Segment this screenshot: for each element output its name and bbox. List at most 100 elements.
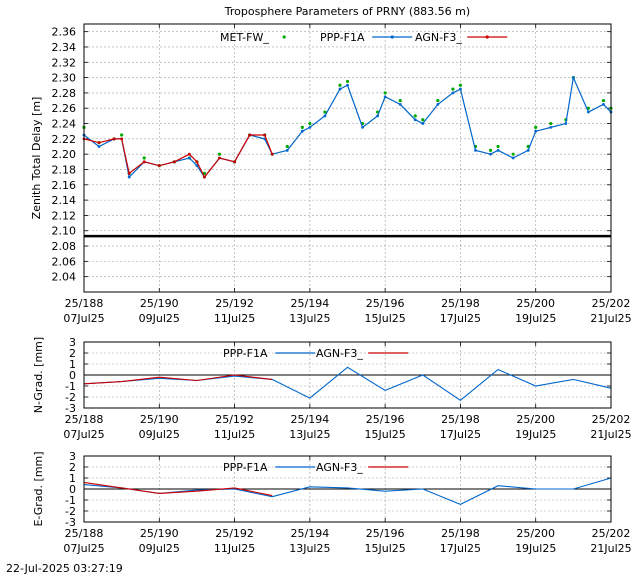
- data-point: [601, 98, 606, 103]
- x-tick-label: 25/198: [441, 527, 480, 540]
- x-tick-date-label: 21Jul25: [590, 312, 631, 325]
- x-tick-label: 25/188: [65, 297, 104, 310]
- legend-label: AGN-F3_: [316, 461, 363, 474]
- data-point: [602, 103, 605, 106]
- y-tick-label: -2: [65, 505, 76, 518]
- x-tick-date-label: 13Jul25: [289, 312, 330, 325]
- x-tick-date-label: 11Jul25: [214, 312, 255, 325]
- y-axis-label: Zenith Total Delay [m]: [30, 97, 43, 220]
- y-tick-label: -3: [65, 402, 76, 415]
- data-point: [127, 171, 131, 175]
- data-point: [308, 121, 312, 126]
- data-point: [217, 152, 222, 156]
- data-point: [549, 121, 553, 126]
- data-point: [300, 129, 304, 133]
- x-tick-label: 25/196: [366, 413, 405, 426]
- data-point: [218, 156, 221, 160]
- x-tick-date-label: 19Jul25: [515, 312, 556, 325]
- data-point: [459, 87, 462, 91]
- y-tick-label: 2.06: [52, 255, 77, 268]
- data-point: [564, 122, 568, 125]
- y-tick-label: 2.36: [52, 26, 77, 39]
- x-tick-label: 25/198: [441, 297, 480, 310]
- generated-timestamp: 22-Jul-2025 03:27:19: [6, 562, 123, 575]
- y-tick-label: 0: [69, 483, 76, 496]
- x-tick-date-label: 07Jul25: [63, 312, 104, 325]
- data-point: [142, 156, 146, 160]
- x-tick-label: 25/200: [516, 413, 555, 426]
- x-tick-label: 25/190: [140, 297, 179, 310]
- data-point: [157, 164, 161, 168]
- x-tick-date-label: 13Jul25: [289, 542, 330, 555]
- x-tick-label: 25/188: [65, 413, 104, 426]
- x-tick-date-label: 09Jul25: [139, 312, 180, 325]
- data-point: [383, 91, 387, 95]
- data-point: [120, 133, 124, 137]
- x-tick-label: 25/190: [140, 527, 179, 540]
- data-point: [188, 156, 191, 160]
- data-point: [285, 148, 289, 152]
- x-tick-date-label: 21Jul25: [590, 428, 631, 441]
- legend-label: MET-FW_: [220, 31, 269, 44]
- x-tick-date-label: 11Jul25: [214, 542, 255, 555]
- data-point: [436, 98, 440, 103]
- y-tick-label: 2.08: [52, 240, 77, 253]
- y-tick-label: 2.32: [52, 56, 77, 69]
- legend-swatch: [282, 35, 286, 39]
- data-point: [308, 125, 312, 129]
- data-point: [233, 160, 236, 164]
- y-axis-label: N-Grad. [mm]: [32, 337, 45, 413]
- data-point: [451, 91, 455, 95]
- y-tick-label: 2.28: [52, 87, 77, 100]
- y-tick-label: 2.04: [52, 271, 77, 284]
- data-point: [97, 141, 101, 145]
- x-tick-date-label: 17Jul25: [440, 312, 481, 325]
- data-point: [511, 156, 515, 160]
- series-line-agnf3: [83, 481, 273, 497]
- legend-label: PPP-F1A: [223, 347, 268, 360]
- legend-swatch-marker: [390, 35, 394, 39]
- series-line-agnf3: [83, 374, 273, 385]
- y-tick-label: 2.22: [52, 133, 77, 146]
- data-point: [496, 144, 500, 149]
- plot-frame: [83, 455, 612, 523]
- data-point: [172, 160, 176, 164]
- data-point: [474, 148, 477, 152]
- legend-label: PPP-F1A: [320, 31, 365, 44]
- data-point: [488, 148, 493, 152]
- chart-panel-1: Troposphere Parameters of PRNY (883.56 m…: [30, 5, 632, 325]
- x-tick-label: 25/194: [291, 413, 330, 426]
- x-tick-date-label: 09Jul25: [139, 428, 180, 441]
- legend-label: AGN-F3_: [316, 347, 363, 360]
- data-point: [526, 148, 530, 152]
- data-point: [202, 171, 207, 175]
- data-point: [270, 152, 274, 156]
- x-tick-label: 25/188: [65, 527, 104, 540]
- data-point: [511, 152, 515, 156]
- data-point: [97, 145, 101, 148]
- data-point: [398, 98, 402, 103]
- data-point: [361, 125, 364, 129]
- x-tick-label: 25/202: [592, 413, 631, 426]
- x-tick-label: 25/194: [291, 297, 330, 310]
- data-point: [142, 160, 146, 164]
- x-tick-date-label: 17Jul25: [440, 542, 481, 555]
- data-point: [587, 110, 590, 114]
- series-line-pppf1a: [83, 366, 612, 401]
- legend-label: AGN-F3_: [415, 31, 462, 44]
- data-point: [345, 79, 350, 84]
- x-tick-date-label: 17Jul25: [440, 428, 481, 441]
- y-tick-label: -1: [65, 380, 76, 393]
- plot-frame: [83, 341, 612, 409]
- data-point: [203, 175, 206, 179]
- x-tick-label: 25/192: [215, 413, 254, 426]
- data-point: [571, 76, 575, 79]
- y-tick-label: 1: [69, 358, 76, 371]
- series-line-pppf1a: [83, 477, 612, 506]
- data-point: [421, 122, 425, 125]
- y-tick-label: 2: [69, 461, 76, 474]
- data-point: [112, 137, 116, 141]
- y-tick-label: 2.30: [52, 72, 77, 85]
